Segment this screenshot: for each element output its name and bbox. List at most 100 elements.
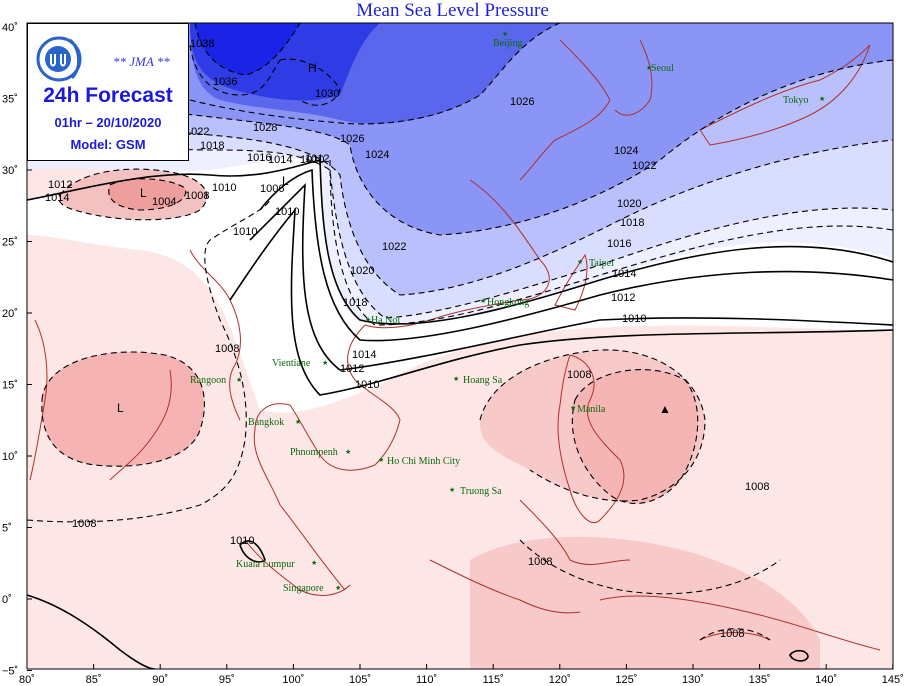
- svg-text:★: ★: [378, 456, 384, 464]
- lat-tick-label: 30˚: [2, 165, 18, 177]
- map-title: Mean Sea Level Pressure: [356, 0, 549, 21]
- city-label: Bangkok: [248, 417, 284, 428]
- svg-text:★: ★: [345, 448, 351, 456]
- isobar-solid-lines: [27, 158, 893, 669]
- iso-label: 1014: [352, 349, 376, 361]
- lat-tick-label: 15˚: [2, 380, 18, 392]
- iso-label: 1008: [72, 518, 96, 530]
- lon-tick-label: 140˚: [815, 674, 837, 686]
- svg-text:★: ★: [480, 297, 486, 305]
- iso-label: 1010: [300, 154, 324, 166]
- iso-label: 1012: [48, 179, 72, 191]
- lat-tick-label: 0˚: [2, 594, 12, 606]
- iso-label: 1020: [617, 198, 641, 210]
- lon-tick-label: 135˚: [749, 674, 771, 686]
- iso-label: 1010: [355, 379, 379, 391]
- lon-tick-label: 145˚: [882, 674, 904, 686]
- iso-label: 1004: [152, 196, 176, 208]
- svg-text:★: ★: [570, 404, 576, 412]
- lat-axis: 40˚ 35˚ 30˚ 25˚ 20˚ 15˚ 10˚ 5˚ 0˚ −5˚: [2, 22, 32, 678]
- iso-label: 1012: [305, 153, 329, 165]
- iso-label: 1016: [247, 152, 271, 164]
- iso-label: 1018: [620, 217, 644, 229]
- high-center-label: H: [308, 61, 317, 75]
- iso-label: 1022: [632, 160, 656, 172]
- jma-logo-icon: [36, 36, 82, 82]
- svg-text:★: ★: [453, 375, 459, 383]
- city-label: Phnompenh: [290, 447, 338, 458]
- low-bay-fill: [41, 352, 205, 467]
- lon-tick-label: 80˚: [19, 674, 35, 686]
- lon-tick-label: 105˚: [349, 674, 371, 686]
- svg-text:★: ★: [311, 559, 317, 567]
- iso-label: 1016: [607, 238, 631, 250]
- coastlines: [29, 39, 881, 651]
- lat-tick-label: 25˚: [2, 237, 18, 249]
- iso-label: 1008: [720, 628, 744, 640]
- isobar-labels: 1038 1036 1030 1028 1026 1026 1024 1024 …: [45, 38, 769, 640]
- iso-label: 1008: [567, 369, 591, 381]
- city-label: Hoang Sa: [463, 375, 503, 386]
- iso-label: 1024: [614, 145, 638, 157]
- city-label: Ho Chi Minh City: [387, 456, 460, 467]
- lon-tick-label: 110˚: [416, 674, 437, 686]
- iso-label: 1022: [382, 241, 406, 253]
- lon-tick-label: 120˚: [549, 674, 571, 686]
- lon-tick-label: 95˚: [219, 674, 235, 686]
- iso-label: 1014: [268, 154, 292, 166]
- svg-text:★: ★: [502, 30, 508, 38]
- iso-label: 1026: [340, 133, 364, 145]
- iso-label: 1012: [611, 292, 635, 304]
- lon-tick-label: 130˚: [682, 674, 704, 686]
- city-label: Truong Sa: [460, 486, 502, 497]
- blue-1036: [195, 23, 300, 75]
- iso-label: 1008: [745, 481, 769, 493]
- city-label: Hongkong: [487, 297, 529, 308]
- lat-tick-label: −5˚: [2, 666, 18, 678]
- iso-label: 1030: [315, 88, 339, 100]
- svg-text:★: ★: [335, 584, 341, 592]
- lat-tick-label: 5˚: [2, 523, 12, 535]
- city-label: Ha Noi: [371, 315, 400, 326]
- iso-label: 1010: [230, 535, 254, 547]
- iso-label: 1010: [212, 182, 236, 194]
- iso-label: 1012: [340, 363, 364, 375]
- iso-label: 1026: [510, 96, 534, 108]
- svg-text:★: ★: [646, 64, 652, 72]
- svg-text:★: ★: [577, 258, 583, 266]
- lon-tick-label: 85˚: [86, 674, 102, 686]
- lat-tick-label: 35˚: [2, 94, 18, 106]
- iso-label: 1036: [213, 76, 237, 88]
- svg-text:★: ★: [819, 95, 825, 103]
- iso-label: 1010: [233, 226, 257, 238]
- lon-tick-label: 125˚: [615, 674, 637, 686]
- iso-label: 1022: [185, 126, 209, 138]
- lon-tick-label: 100˚: [282, 674, 304, 686]
- iso-label: 1038: [190, 38, 214, 50]
- city-labels: Beijing Seoul Tokyo Taipei Hongkong Ha N…: [190, 38, 808, 594]
- lon-tick-label: 90˚: [152, 674, 168, 686]
- svg-text:★: ★: [295, 418, 301, 426]
- svg-text:★: ★: [365, 316, 371, 324]
- iso-label: 1006: [260, 183, 284, 195]
- city-label: Manila: [577, 404, 606, 415]
- iso-label: 1008: [215, 343, 239, 355]
- iso-label: 1008: [528, 556, 552, 568]
- city-label: Vientiane: [272, 358, 311, 369]
- city-label: Kuala Lumpur: [236, 559, 295, 570]
- low-south-fill: [470, 536, 820, 669]
- lon-axis: 80˚ 85˚ 90˚ 95˚ 100˚ 105˚ 110˚ 115˚ 120˚ 125˚ 130˚…: [19, 664, 904, 686]
- iso-label: 1008: [185, 190, 209, 202]
- model-label: Model: GSM: [70, 137, 146, 152]
- city-label: Taipei: [589, 258, 614, 269]
- low-center-label: L: [282, 174, 289, 188]
- low-tibet-core: [108, 178, 186, 210]
- forecast-info-box: ** JMA ** 24h Forecast 01hr – 20/10/2020…: [27, 23, 189, 161]
- lat-tick-label: 10˚: [2, 451, 18, 463]
- city-label: Tokyo: [783, 95, 808, 106]
- iso-label: 1024: [365, 149, 389, 161]
- iso-label: 1014: [45, 192, 69, 204]
- forecast-datetime: 01hr – 20/10/2020: [54, 115, 162, 130]
- low-center-label: L: [140, 186, 147, 200]
- city-markers: ★ ★ ★ ★ ★ ★ ★ ★ ★ ★ ★ ★ ★ ★ ★ ★: [236, 30, 825, 592]
